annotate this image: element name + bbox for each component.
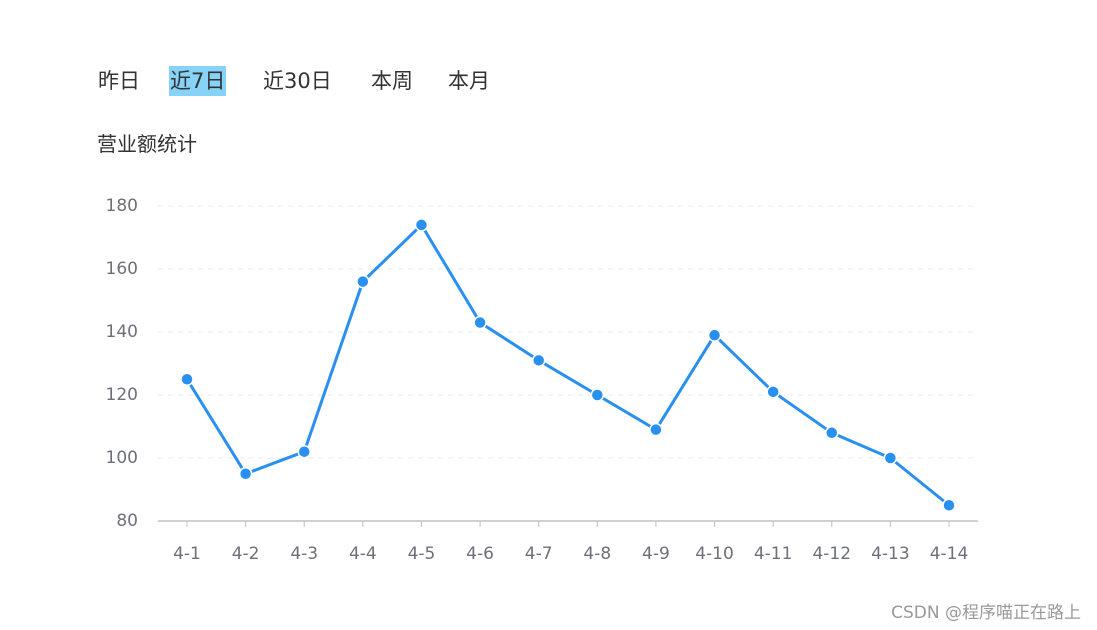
point xyxy=(356,274,370,289)
point xyxy=(531,353,546,368)
y-tick-label: 140 xyxy=(106,322,138,342)
tab[interactable]: 本月 xyxy=(448,69,490,93)
watermark: CSDN @程序喵正在路上 xyxy=(891,603,1081,623)
point xyxy=(649,422,663,437)
point xyxy=(180,372,194,386)
x-tick-label: 4-1 xyxy=(173,544,201,564)
point xyxy=(473,315,487,330)
tab[interactable]: 本周 xyxy=(371,69,413,93)
point xyxy=(825,426,839,440)
x-tick-label: 4-5 xyxy=(408,544,436,564)
x-tick-label: 4-11 xyxy=(754,544,793,564)
tab[interactable]: 近30日 xyxy=(263,69,332,93)
y-tick-label: 80 xyxy=(116,511,138,531)
line xyxy=(185,222,950,507)
point xyxy=(590,388,605,402)
point xyxy=(414,218,429,232)
x-tick-label: 4-3 xyxy=(290,544,318,564)
x-tick-label: 4-4 xyxy=(349,544,377,564)
x-tick-label: 4-9 xyxy=(642,544,670,564)
point xyxy=(883,451,898,465)
x-tick-label: 4-2 xyxy=(232,544,260,564)
point xyxy=(238,467,253,481)
x-tick-label: 4-6 xyxy=(466,544,494,564)
x-tick-label: 4-7 xyxy=(525,544,553,564)
x-tick-label: 4-8 xyxy=(583,544,611,564)
point xyxy=(766,385,780,399)
x-tick-label: 4-14 xyxy=(930,544,969,564)
y-tick-label: 120 xyxy=(106,385,138,405)
y-tick-label: 160 xyxy=(106,259,138,279)
tab[interactable]: 近7日 xyxy=(169,66,227,96)
x-tick-label: 4-10 xyxy=(695,544,734,564)
y-tick-label: 100 xyxy=(106,448,138,468)
point xyxy=(942,498,956,512)
x-tick-label: 4-13 xyxy=(871,544,910,564)
x-tick-label: 4-12 xyxy=(812,544,851,564)
chart-title: 营业额统计 xyxy=(97,132,197,156)
y-tick-label: 180 xyxy=(106,196,138,216)
point xyxy=(297,444,311,459)
tab[interactable]: 昨日 xyxy=(98,69,140,93)
point xyxy=(707,328,722,342)
